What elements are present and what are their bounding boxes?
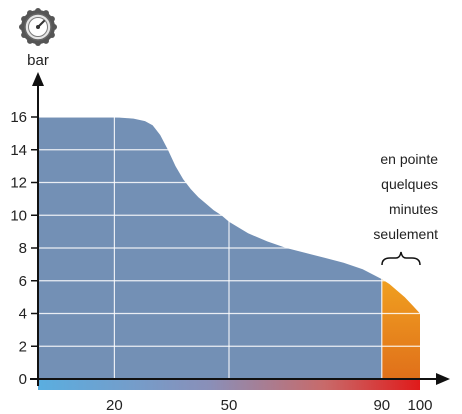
pressure-gauge-icon <box>19 8 57 46</box>
x-axis-arrow <box>436 373 450 385</box>
y-axis-unit: bar <box>27 52 49 69</box>
y-tick-label: 4 <box>19 306 27 323</box>
y-tick-label: 10 <box>10 207 27 224</box>
grid-layer <box>38 116 420 379</box>
annotation-line-2: quelques <box>381 176 438 192</box>
annotation-line-1: en pointe <box>380 151 438 167</box>
peak-area <box>381 279 420 379</box>
x-tick-label: 100 <box>407 397 432 414</box>
x-ticks: 20 50 90 100 <box>106 397 432 414</box>
y-tick-label: 6 <box>19 273 27 290</box>
annotation-line-4: seulement <box>373 226 438 242</box>
x-tick-label: 90 <box>373 397 390 414</box>
annotation-brace <box>381 251 421 266</box>
y-tick-label: 0 <box>19 371 27 388</box>
peak-annotation: en pointe quelques minutes seulement <box>373 151 438 266</box>
y-tick-label: 14 <box>10 142 27 159</box>
x-axis-gradient-bar <box>38 379 420 390</box>
y-tick-label: 8 <box>19 240 27 257</box>
y-tick-label: 2 <box>19 338 27 355</box>
annotation-line-3: minutes <box>389 201 438 217</box>
x-tick-label: 50 <box>221 397 238 414</box>
x-tick-label: 20 <box>106 397 123 414</box>
y-tick-label: 16 <box>10 109 27 126</box>
y-ticks: 0 2 4 6 8 10 12 14 16 <box>10 109 38 388</box>
y-axis-arrow <box>32 72 44 86</box>
y-tick-label: 12 <box>10 175 27 192</box>
